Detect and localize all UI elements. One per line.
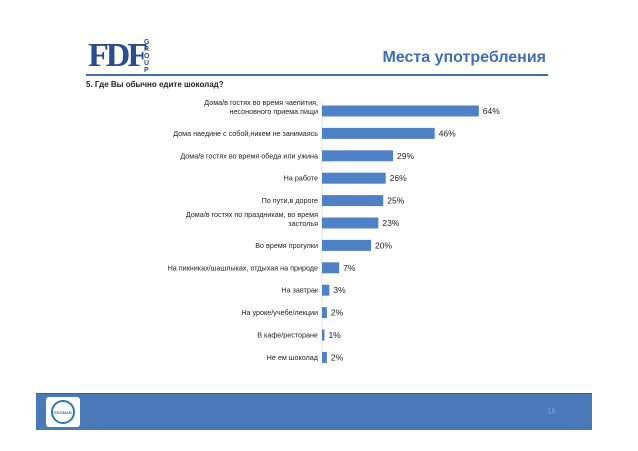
value-label-6: 20% <box>375 240 392 250</box>
bar-10 <box>322 329 325 341</box>
esomar-badge-text: ESOMAR <box>54 409 72 415</box>
title-divider <box>86 74 548 76</box>
value-label-3: 26% <box>390 173 407 183</box>
bar-3 <box>322 172 386 184</box>
value-label-9: 2% <box>331 308 344 318</box>
value-label-0: 64% <box>483 106 500 116</box>
bar-1 <box>322 127 435 139</box>
bar-8 <box>322 284 330 296</box>
page-number: 16 <box>547 407 556 416</box>
category-label-11: Не ем шоколад <box>267 353 319 362</box>
category-label-8: На завтрак <box>281 286 318 295</box>
value-label-4: 25% <box>387 196 404 206</box>
bar-2 <box>322 150 394 162</box>
category-label-9: На уроке/учебе/лекции <box>241 308 318 317</box>
esomar-badge: ESOMAR <box>46 397 80 427</box>
bar-6 <box>322 239 371 251</box>
bar-4 <box>322 195 384 207</box>
category-label-3: На работе <box>284 174 318 183</box>
value-label-8: 3% <box>333 285 346 295</box>
question-text: 5. Где Вы обычно едите шоколад? <box>86 80 224 89</box>
category-label-1: Дома наедине с собой,никем не занимаясь <box>173 129 318 138</box>
value-label-1: 46% <box>439 128 456 138</box>
logo-text: FDF <box>88 37 148 74</box>
esomar-ring-icon: ESOMAR <box>51 400 75 424</box>
bar-0 <box>322 105 479 117</box>
value-label-5: 23% <box>382 218 399 228</box>
logo-vertical-text: GROUP <box>144 39 150 74</box>
bar-9 <box>322 307 327 319</box>
value-label-11: 2% <box>331 352 344 362</box>
category-label-7: На пикниках/шашлыках, отдыхая на природе <box>168 263 318 272</box>
category-label-2: Дома/в гостях во время обеда или ужина <box>180 151 318 160</box>
value-label-10: 1% <box>328 330 341 340</box>
footer-bar: ESOMAR 16 <box>36 393 592 430</box>
bar-7 <box>322 262 340 274</box>
bar-5 <box>322 217 379 229</box>
company-logo: FDF GROUP <box>88 37 150 77</box>
value-label-7: 7% <box>343 263 356 273</box>
value-label-2: 29% <box>397 151 414 161</box>
category-label-10: В кафе/ресторане <box>257 331 318 340</box>
bar-11 <box>322 351 327 363</box>
category-label-5: Дома/в гостях по праздникам, во время зас… <box>186 210 318 228</box>
category-label-6: Во время прогулки <box>255 241 318 250</box>
page-title: Места употребления <box>382 49 547 66</box>
category-label-4: По пути,в дороге <box>262 196 318 205</box>
category-label-0: Дома/в гостях во время чаепития, несоновн… <box>204 98 318 116</box>
